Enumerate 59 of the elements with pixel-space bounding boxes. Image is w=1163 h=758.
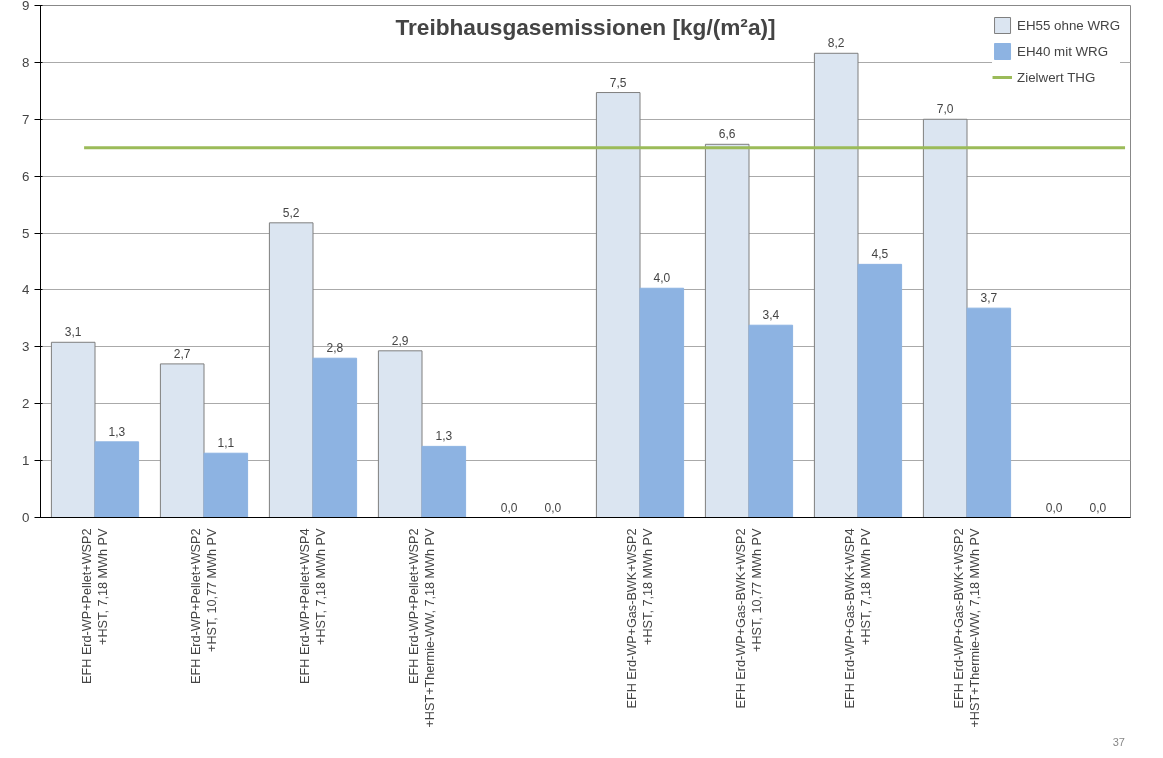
data-label: 3,4: [762, 308, 780, 323]
bar: [922, 118, 968, 518]
legend-label: EH55 ohne WRG: [1017, 17, 1120, 33]
y-tick-label: 5: [22, 225, 30, 241]
y-tick-label: 7: [22, 111, 30, 127]
x-tick-label: EFH Erd-WP+Gas-BWK+WSP2 +HST, 10,77 MWh PV: [733, 527, 765, 709]
bar: [50, 341, 96, 518]
data-label: 7,0: [936, 102, 954, 117]
bar: [203, 452, 249, 518]
x-tick-label: EFH Erd-WP+Pellet+WSP2 +HST+Thermie-WW, 7,18 MWh PV: [406, 527, 438, 728]
data-label: 3,1: [64, 325, 82, 340]
chart-title: Treibhausgasemissionen [kg/(m²a)]: [395, 13, 776, 40]
x-tick-label: EFH Erd-WP+Pellet+WSP2 +HST, 7,18 MWh PV: [79, 527, 111, 684]
y-tick-label: 9: [22, 0, 30, 13]
bar: [748, 324, 794, 518]
data-label: 3,7: [980, 291, 998, 306]
data-label: 6,6: [718, 127, 736, 142]
data-label: 0,0: [1045, 500, 1063, 515]
data-label: 8,2: [827, 36, 845, 51]
y-tick-label: 2: [22, 396, 30, 412]
bar: [857, 263, 903, 518]
bar: [268, 222, 314, 518]
y-tick-label: 3: [22, 339, 30, 355]
y-tick-label: 8: [22, 54, 30, 70]
data-label: 2,9: [391, 333, 409, 348]
text: 37: [1112, 735, 1125, 750]
data-label: 0,0: [1089, 500, 1107, 515]
data-label: 0,0: [544, 500, 562, 515]
data-label: 2,7: [173, 346, 191, 361]
bar: [421, 445, 467, 518]
bar: [94, 441, 140, 518]
bar: [704, 143, 750, 518]
data-label: 5,2: [282, 205, 300, 220]
data-label: 7,5: [609, 75, 627, 90]
bar: [377, 350, 423, 518]
data-label: 1,1: [217, 436, 235, 451]
data-label: 1,3: [108, 424, 126, 439]
y-tick-label: 6: [22, 168, 30, 184]
bar: [159, 363, 205, 518]
x-tick-label: EFH Erd-WP+Pellet+WSP2 +HST, 10,77 MWh PV: [188, 527, 220, 684]
data-label: 2,8: [326, 341, 344, 356]
x-tick-label: EFH Erd-WP+Gas-BWK+WSP2 +HST, 7,18 MWh PV: [624, 527, 656, 709]
data-label: 0,0: [500, 500, 518, 515]
legend-label: EH40 mit WRG: [1017, 43, 1109, 59]
x-tick-label: EFH Erd-WP+Pellet+WSP4 +HST, 7,18 MWh PV: [297, 527, 329, 684]
bar: [312, 357, 358, 518]
bar: [966, 307, 1012, 518]
data-label: 1,3: [435, 429, 453, 444]
y-tick-label: 0: [22, 510, 30, 525]
data-label: 4,5: [871, 247, 889, 262]
x-tick-label: EFH Erd-WP+Gas-BWK+WSP2 +HST+Thermie-WW, 7,18 MWh PV: [951, 527, 983, 728]
x-tick-label: EFH Erd-WP+Gas-BWK+WSP4 +HST, 7,18 MWh PV: [842, 527, 874, 709]
data-label: 4,0: [653, 271, 671, 286]
legend-label: Zielwert THG: [1017, 69, 1096, 85]
y-tick-label: 4: [22, 282, 31, 298]
bar: [595, 92, 641, 518]
bar: [813, 52, 859, 518]
bar: [639, 287, 685, 518]
y-tick-label: 1: [22, 453, 30, 469]
